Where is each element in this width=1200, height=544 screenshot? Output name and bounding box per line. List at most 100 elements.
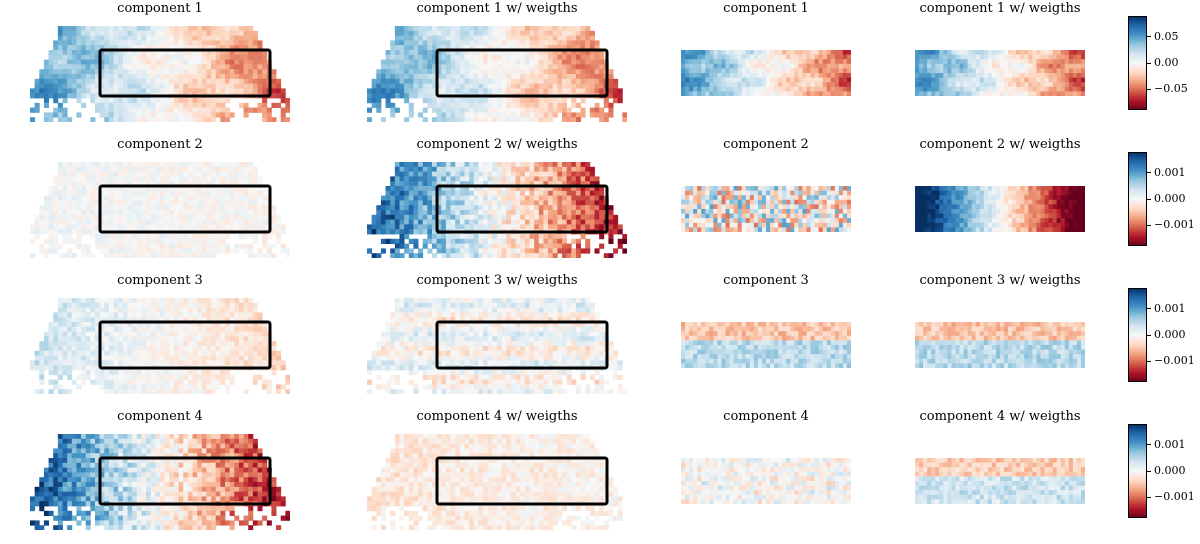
heatmap-cell: [385, 186, 391, 192]
heatmap-cell: [473, 238, 479, 244]
heatmap-cell: [548, 112, 554, 118]
heatmap-cell: [1032, 50, 1037, 55]
heatmap-cell: [234, 26, 240, 32]
heatmap-cell: [441, 171, 447, 177]
heatmap-cell: [826, 73, 832, 78]
heatmap-cell: [108, 195, 114, 201]
heatmap-cell: [971, 86, 977, 92]
heatmap-cell: [963, 73, 969, 78]
heatmap-cell: [85, 54, 91, 60]
heatmap-cell: [725, 213, 730, 219]
heatmap-cell: [390, 45, 396, 51]
heatmap-cell: [529, 54, 535, 60]
heatmap-cell: [786, 68, 791, 74]
heatmap-cell: [67, 83, 73, 89]
heatmap-cell: [441, 176, 447, 182]
heatmap-cell: [197, 171, 203, 177]
heatmap-cell: [252, 224, 258, 230]
heatmap-cell: [947, 77, 952, 83]
heatmap-cell: [187, 253, 193, 258]
heatmap-cell: [455, 50, 461, 56]
heatmap-cell: [427, 205, 433, 211]
heatmap-cell: [132, 98, 138, 104]
heatmap-cell: [520, 78, 526, 84]
heatmap-cell: [164, 243, 170, 249]
heatmap-cell: [979, 50, 985, 55]
heatmap-cell: [469, 54, 475, 60]
heatmap-cell: [487, 181, 493, 187]
heatmap-cell: [238, 219, 244, 225]
heatmap-cell: [201, 248, 207, 254]
heatmap-cell: [399, 171, 405, 177]
heatmap-cell: [810, 218, 815, 224]
heatmap-cell: [1056, 68, 1062, 74]
heatmap-cell: [95, 45, 101, 51]
heatmap-cell: [534, 64, 540, 70]
heatmap-cell: [1020, 82, 1025, 88]
heatmap-cell: [995, 82, 1001, 88]
heatmap-cell: [127, 171, 133, 177]
heatmap-cell: [53, 88, 59, 94]
heatmap-cell: [701, 209, 706, 214]
heatmap-cell: [173, 74, 179, 80]
heatmap-cell: [478, 162, 484, 168]
heatmap-cell: [562, 238, 568, 244]
heatmap-cell: [842, 86, 848, 92]
heatmap-cell: [183, 107, 189, 113]
heatmap-cell: [164, 186, 170, 192]
heatmap-cell: [575, 219, 581, 225]
heatmap-cell: [510, 26, 516, 32]
heatmap-cell: [48, 238, 54, 244]
heatmap-cell: [1028, 82, 1033, 88]
heatmap-cell: [215, 200, 221, 206]
heatmap-cell: [971, 63, 977, 69]
heatmap-cell: [67, 186, 73, 192]
heatmap-cell: [464, 40, 470, 46]
heatmap-cell: [552, 205, 558, 211]
heatmap-cell: [608, 210, 614, 216]
heatmap-cell: [136, 162, 142, 168]
heatmap-cell: [705, 77, 710, 83]
heatmap-cell: [589, 40, 595, 46]
heatmap-cell: [497, 243, 503, 249]
heatmap-cell: [741, 68, 747, 74]
heatmap-cell: [520, 176, 526, 182]
heatmap-cell: [580, 74, 586, 80]
heatmap-cell: [501, 166, 507, 172]
heatmap-cell: [915, 73, 920, 78]
heatmap-cell: [229, 69, 235, 75]
heatmap-cell: [394, 50, 400, 56]
heatmap-cell: [108, 98, 114, 104]
heatmap-cell: [183, 171, 189, 177]
heatmap-cell: [408, 30, 414, 36]
heatmap-cell: [506, 219, 512, 225]
heatmap-cell: [487, 176, 493, 182]
heatmap-cell: [492, 54, 498, 60]
heatmap-cell: [418, 176, 424, 182]
heatmap-cell: [371, 214, 377, 220]
heatmap-cell: [108, 171, 114, 177]
heatmap-cell: [515, 112, 521, 118]
heatmap-cell: [534, 166, 540, 172]
colorbar-segment: [1128, 86, 1147, 89]
heatmap-cell: [774, 54, 779, 60]
heatmap-cell: [693, 213, 698, 219]
heatmap-cell: [404, 93, 410, 99]
heatmap-cell: [160, 88, 166, 94]
heatmap-cell: [76, 45, 82, 51]
heatmap-cell: [834, 218, 840, 224]
heatmap-cell: [506, 40, 512, 46]
heatmap-cell: [455, 30, 461, 36]
heatmap-cell: [225, 214, 231, 220]
heatmap-cell: [741, 218, 747, 224]
heatmap-cell: [445, 45, 451, 51]
heatmap-cell: [585, 69, 591, 75]
heatmap-cell: [136, 64, 142, 70]
heatmap-cell: [376, 107, 382, 113]
heatmap-cell: [399, 83, 405, 89]
heatmap-cell: [132, 200, 138, 206]
heatmap-cell: [1072, 59, 1078, 65]
heatmap-cell: [810, 77, 815, 83]
heatmap-cell: [782, 73, 787, 78]
heatmap-cell: [497, 64, 503, 70]
